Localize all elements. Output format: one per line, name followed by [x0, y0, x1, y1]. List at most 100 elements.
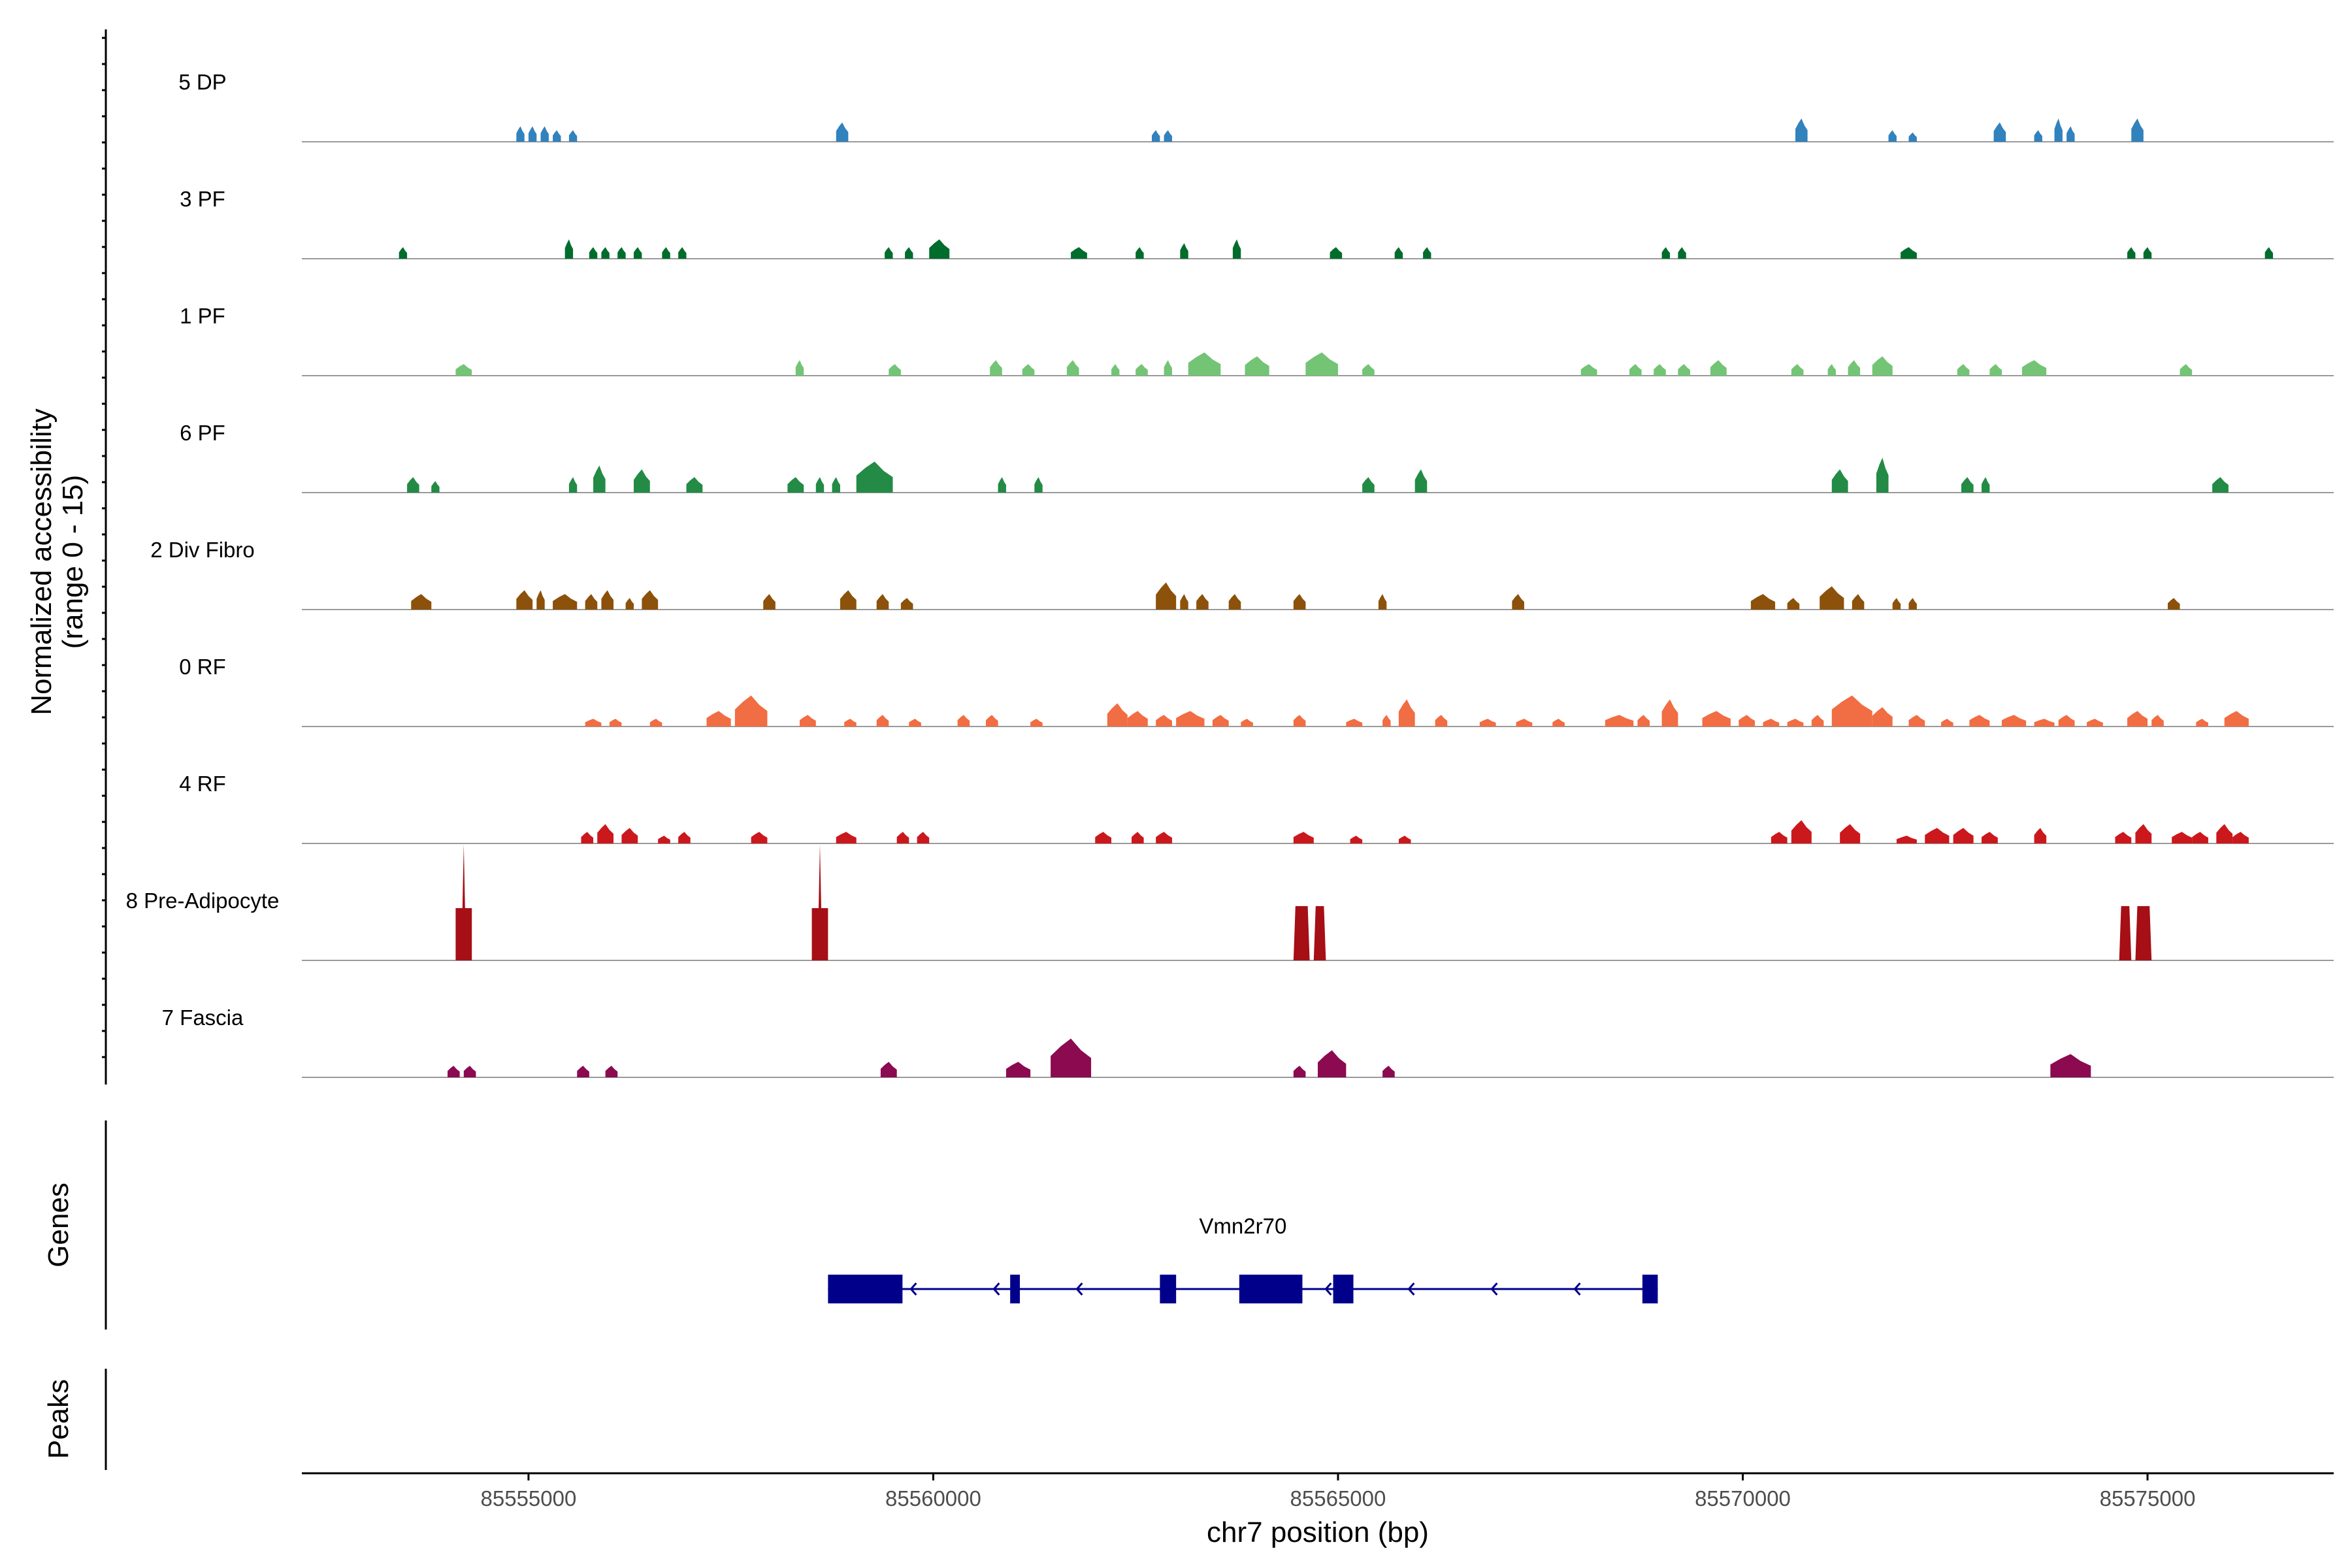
- coverage-peak: [1961, 477, 1974, 493]
- coverage-peak: [528, 126, 537, 142]
- coverage-peak: [1330, 247, 1343, 259]
- x-tick-label: 85560000: [885, 1486, 981, 1511]
- coverage-peak: [1362, 477, 1375, 493]
- coverage-peak: [2196, 719, 2208, 727]
- coverage-peak: [1005, 1062, 1031, 1077]
- coverage-peak: [1232, 239, 1241, 259]
- coverage-peak: [1135, 364, 1148, 376]
- coverage-peak: [1831, 695, 1872, 727]
- coverage-peak: [1872, 356, 1893, 376]
- coverage-peak: [2066, 126, 2075, 142]
- coverage-peak: [463, 1066, 476, 1077]
- coverage-peak: [2143, 247, 2152, 259]
- coverage-peak: [553, 130, 561, 142]
- coverage-peak: [2054, 118, 2063, 142]
- coverage-peak: [407, 477, 419, 493]
- coverage-peak: [1552, 719, 1565, 727]
- coverage-peak: [2131, 118, 2144, 142]
- coverage-peak: [1678, 247, 1686, 259]
- coverage-peak: [998, 477, 1006, 493]
- coverage-peak: [2087, 719, 2103, 727]
- coverage-peak: [2115, 832, 2132, 843]
- coverage-peak: [411, 594, 432, 610]
- coverage-peak: [2135, 906, 2152, 960]
- coverage-peak: [1580, 364, 1597, 376]
- coverage-peak: [1901, 247, 1917, 259]
- coverage-peak: [896, 832, 909, 843]
- coverage-peak: [836, 832, 857, 843]
- y-axis-subtitle: (range 0 - 15): [57, 475, 89, 649]
- coverage-peak: [2001, 715, 2027, 727]
- track-label: 2 Div Fibro: [150, 538, 255, 562]
- coverage-peak: [1710, 360, 1727, 376]
- coverage-peak: [2212, 477, 2229, 493]
- track-6-pf: 6 PF: [180, 421, 2334, 493]
- coverage-peak: [1702, 711, 1731, 727]
- coverage-peak: [1346, 719, 1363, 727]
- coverage-peak: [880, 1062, 897, 1077]
- coverage-peak: [795, 360, 804, 376]
- coverage-peak: [1313, 906, 1326, 960]
- coverage-peak: [2058, 715, 2075, 727]
- coverage-peak: [1095, 832, 1112, 843]
- coverage-peak: [1107, 703, 1128, 727]
- coverage-peak: [581, 832, 594, 843]
- strand-arrow: [1324, 1282, 1332, 1296]
- coverage-peak: [1872, 707, 1893, 727]
- coverage-peak: [1293, 715, 1306, 727]
- coverage-peak: [1435, 715, 1448, 727]
- coverage-peak: [811, 844, 828, 960]
- strand-arrow: [1490, 1282, 1498, 1296]
- track-7-fascia: 7 Fascia: [162, 1005, 2334, 1078]
- coverage-peak: [1318, 1050, 1347, 1077]
- coverage-peak: [1188, 352, 1221, 376]
- coverage-peak: [516, 126, 525, 142]
- coverage-peak: [1791, 364, 1804, 376]
- coverage-peak: [1228, 594, 1241, 610]
- coverage-peak: [1151, 130, 1160, 142]
- coverage-peak: [2135, 824, 2152, 843]
- coverage-peak: [2180, 364, 2193, 376]
- coverage-peak: [1398, 836, 1411, 843]
- coverage-peak: [585, 594, 598, 610]
- coverage-peak: [2224, 711, 2249, 727]
- coverage-peak: [609, 719, 622, 727]
- coverage-peak: [1293, 906, 1310, 960]
- track-8-pre-adipocyte: 8 Pre-Adipocyte: [126, 844, 2334, 961]
- coverage-peak: [553, 594, 578, 610]
- coverage-peak: [589, 247, 598, 259]
- coverage-peak: [1908, 132, 1917, 142]
- coverage-peak: [2050, 1054, 2091, 1077]
- coverage-peak: [1132, 832, 1144, 843]
- coverage-peak: [1382, 715, 1391, 727]
- coverage-peak: [585, 719, 602, 727]
- coverage-peak: [1479, 719, 1496, 727]
- coverage-peak: [1908, 598, 1917, 610]
- coverage-peak: [1820, 586, 1844, 610]
- coverage-peak: [2119, 906, 2132, 960]
- coverage-peak: [1180, 594, 1188, 610]
- coverage-peak: [815, 477, 825, 493]
- coverage-peak: [1051, 1038, 1092, 1077]
- coverage-peak: [1398, 699, 1415, 727]
- coverage-peak: [885, 247, 893, 259]
- coverage-peak: [1196, 594, 1209, 610]
- coverage-peak: [1908, 715, 1925, 727]
- coverage-peak: [1034, 477, 1043, 493]
- coverage-peak: [455, 364, 472, 376]
- coverage-peak: [1840, 824, 1861, 843]
- coverage-peak: [1164, 360, 1172, 376]
- coverage-peak: [568, 130, 578, 142]
- coverage-peak: [1888, 130, 1897, 142]
- coverage-peak: [1127, 711, 1148, 727]
- strand-arrow: [1407, 1282, 1415, 1296]
- coverage-peak: [1241, 719, 1253, 727]
- track-label: 7 Fascia: [162, 1005, 244, 1030]
- coverage-peak: [1811, 715, 1824, 727]
- coverage-peak: [1896, 836, 1917, 843]
- coverage-peak: [455, 844, 472, 960]
- coverage-peak: [593, 465, 606, 493]
- coverage-peak: [1423, 247, 1431, 259]
- coverage-peak: [1293, 832, 1314, 843]
- coverage-peak: [1739, 715, 1756, 727]
